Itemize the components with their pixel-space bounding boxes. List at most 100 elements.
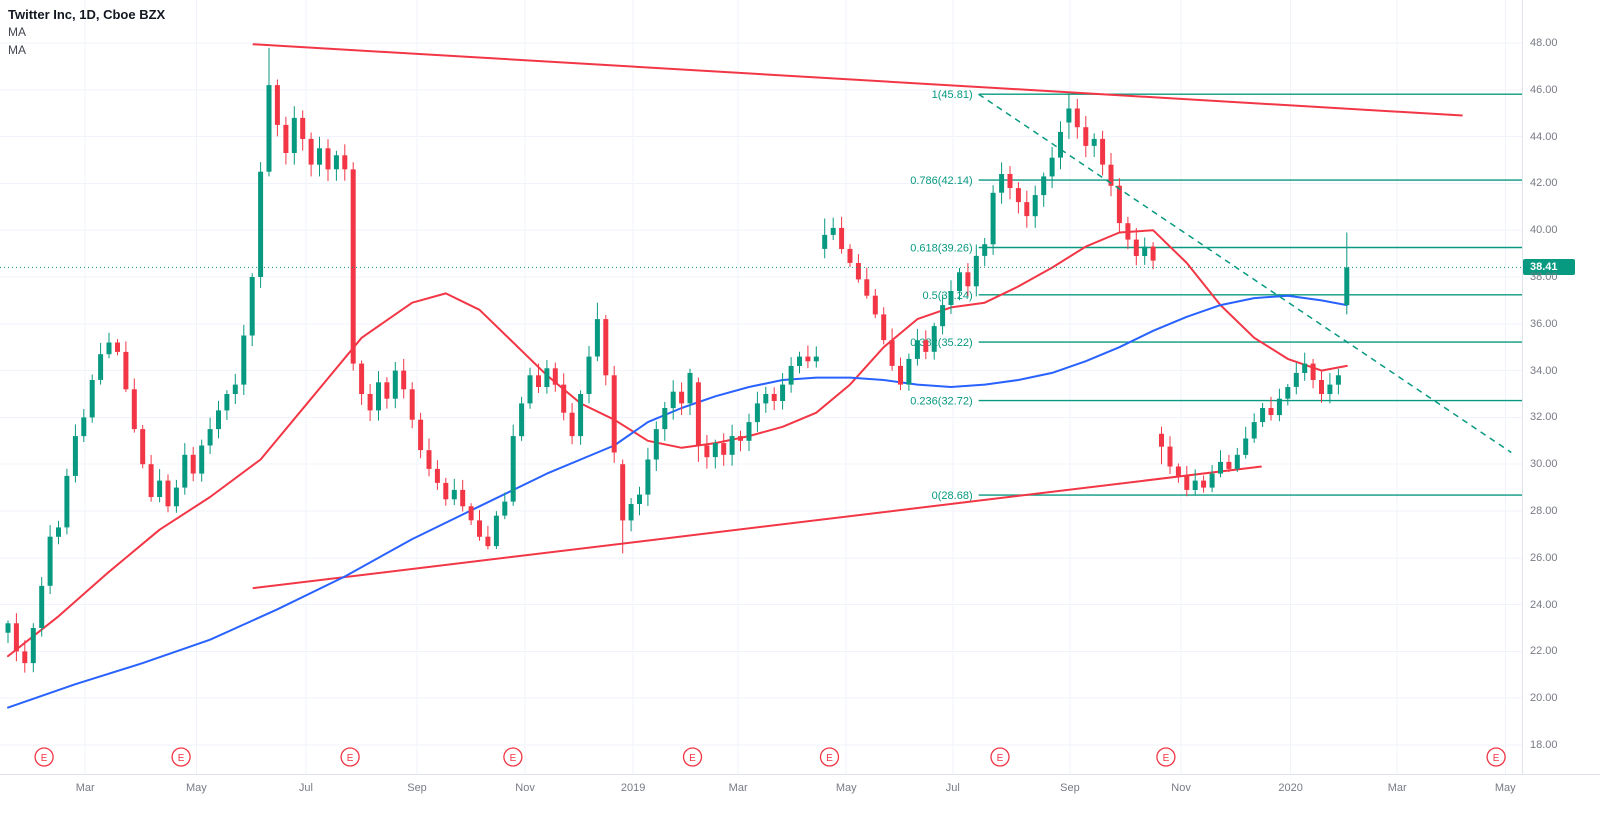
candle[interactable] <box>940 305 946 327</box>
candle[interactable] <box>1108 164 1114 186</box>
candle[interactable] <box>1058 131 1063 158</box>
candle[interactable] <box>123 351 129 390</box>
candle[interactable] <box>1192 480 1198 490</box>
candle[interactable] <box>578 394 584 437</box>
candle[interactable] <box>1007 174 1013 188</box>
candle[interactable] <box>283 124 289 153</box>
candle[interactable] <box>569 412 575 437</box>
candle[interactable] <box>216 410 221 430</box>
candle[interactable] <box>140 429 146 465</box>
candle[interactable] <box>906 358 912 385</box>
candle[interactable] <box>1083 127 1089 146</box>
candle[interactable] <box>679 391 685 404</box>
candle[interactable] <box>780 384 786 401</box>
candle[interactable] <box>1142 246 1148 256</box>
candle[interactable] <box>797 356 802 366</box>
candle[interactable] <box>1159 433 1164 447</box>
earnings-marker-circle[interactable] <box>34 747 54 767</box>
candle[interactable] <box>687 372 693 404</box>
fib-retracement[interactable]: 1(45.81) 0.786(42.14) 0.618(39.26) 0.5(37.2… <box>910 89 1522 502</box>
candle[interactable] <box>738 436 743 441</box>
candle[interactable] <box>190 454 196 474</box>
candle[interactable] <box>1251 422 1257 439</box>
candle[interactable] <box>662 408 668 430</box>
candle[interactable] <box>561 384 567 413</box>
earnings-marker-circle[interactable] <box>1156 747 1176 767</box>
candle[interactable] <box>39 585 45 628</box>
candle[interactable] <box>81 417 87 437</box>
descending-dashed-trendline[interactable] <box>978 93 1512 454</box>
chart-plot-area[interactable]: 1(45.81) 0.786(42.14) 0.618(39.26) 0.5(37.2… <box>0 0 1522 774</box>
earnings-marker-circle[interactable] <box>990 747 1010 767</box>
candle[interactable] <box>502 501 508 516</box>
candle[interactable] <box>1327 384 1333 394</box>
candle[interactable] <box>1116 185 1122 224</box>
earnings-marker-circle[interactable] <box>1486 747 1506 767</box>
price-axis[interactable]: 38.41 48.00 46.00 44.00 42.00 40.00 38.00 36.0… <box>1522 0 1600 774</box>
candle[interactable] <box>1319 380 1324 394</box>
candle[interactable] <box>999 174 1005 193</box>
candle[interactable] <box>249 277 255 336</box>
candle[interactable] <box>443 482 449 500</box>
candle[interactable] <box>22 651 28 664</box>
candle[interactable] <box>1175 466 1181 476</box>
candle[interactable] <box>30 628 36 664</box>
candle[interactable] <box>1184 475 1190 490</box>
candle[interactable] <box>13 623 19 652</box>
candle[interactable] <box>72 436 78 476</box>
candle[interactable] <box>712 443 718 458</box>
candle[interactable] <box>881 314 887 341</box>
candle[interactable] <box>763 394 769 404</box>
candle[interactable] <box>106 342 112 355</box>
candle[interactable] <box>1201 480 1207 488</box>
candle[interactable] <box>342 155 348 170</box>
candle[interactable] <box>493 515 499 547</box>
candle[interactable] <box>839 227 845 249</box>
candle[interactable] <box>1091 138 1097 146</box>
candle[interactable] <box>847 248 853 263</box>
candle[interactable] <box>586 356 592 394</box>
candle[interactable] <box>98 354 104 380</box>
candle[interactable] <box>384 382 390 399</box>
candle[interactable] <box>1041 176 1047 196</box>
candle[interactable] <box>982 244 988 256</box>
candle[interactable] <box>519 403 525 437</box>
candle[interactable] <box>1015 188 1021 203</box>
candle[interactable] <box>721 443 727 455</box>
candle[interactable] <box>527 375 533 404</box>
earnings-marker-circle[interactable] <box>819 747 840 767</box>
candle[interactable] <box>872 295 878 315</box>
candle[interactable] <box>359 363 365 394</box>
candle[interactable] <box>1100 138 1106 165</box>
candle[interactable] <box>1302 363 1308 373</box>
candle[interactable] <box>1066 108 1072 123</box>
time-axis[interactable]: Mar May Jul Sep Nov 2019 Mar May Jul Sep Nov 2020 Ma… <box>0 774 1600 819</box>
candle[interactable] <box>914 340 920 359</box>
earnings-marker-circle[interactable] <box>682 747 703 767</box>
candle[interactable] <box>510 436 516 502</box>
candle[interactable] <box>333 155 339 170</box>
candle[interactable] <box>544 368 550 387</box>
candle[interactable] <box>1310 363 1316 380</box>
candle[interactable] <box>392 370 398 399</box>
candle[interactable] <box>813 356 819 362</box>
candle[interactable] <box>1285 387 1291 399</box>
candle[interactable] <box>1024 202 1030 217</box>
candle[interactable] <box>1209 473 1215 488</box>
candle[interactable] <box>468 506 474 521</box>
candle[interactable] <box>1032 195 1038 217</box>
candle[interactable] <box>182 454 188 488</box>
candle[interactable] <box>990 192 996 245</box>
candle[interactable] <box>1243 438 1249 455</box>
candle[interactable] <box>258 171 264 277</box>
candle[interactable] <box>695 382 701 446</box>
candle[interactable] <box>409 389 415 420</box>
candle[interactable] <box>855 263 861 280</box>
candles-series[interactable] <box>5 47 1350 673</box>
candle[interactable] <box>173 487 179 507</box>
candle[interactable] <box>64 475 70 528</box>
candle[interactable] <box>300 117 306 139</box>
candle[interactable] <box>973 255 979 287</box>
candle[interactable] <box>376 382 381 411</box>
